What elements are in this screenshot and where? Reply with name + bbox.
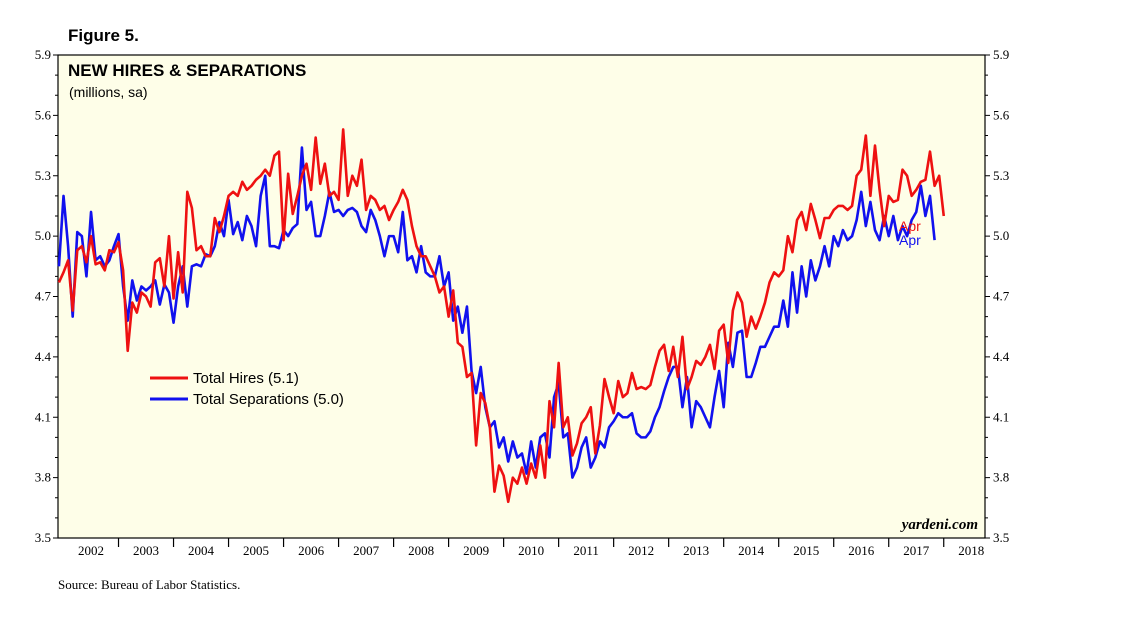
x-tick-label: 2006 [298, 543, 325, 558]
legend-label-separations: Total Separations (5.0) [193, 391, 344, 408]
y-tick-label-right: 5.9 [993, 47, 1009, 62]
watermark: yardeni.com [900, 517, 978, 533]
legend-label-hires: Total Hires (5.1) [193, 370, 299, 387]
x-tick-label: 2015 [793, 543, 819, 558]
y-tick-label-right: 4.4 [993, 349, 1010, 364]
y-tick-label-right: 3.5 [993, 530, 1009, 545]
x-tick-label: 2003 [133, 543, 159, 558]
y-axis-left: 3.5 3.8 4.1 4.4 4.7 5.0 5.3 5.6 5.9 [35, 47, 58, 545]
y-tick-label-left: 5.0 [35, 228, 51, 243]
x-axis: 2002 2003 2004 2005 2006 2007 2008 2009 2010 2011… [78, 538, 984, 558]
x-tick-label: 2007 [353, 543, 380, 558]
y-tick-label-left: 3.8 [35, 470, 51, 485]
plot-area [57, 54, 986, 539]
x-tick-label: 2008 [408, 543, 434, 558]
y-tick-label-left: 3.5 [35, 530, 51, 545]
series-layer [57, 128, 946, 504]
y-tick-label-left: 5.9 [35, 47, 51, 62]
chart-title: NEW HIRES & SEPARATIONS [68, 61, 306, 80]
y-tick-label-right: 5.3 [993, 168, 1009, 183]
x-tick-label: 2010 [518, 543, 544, 558]
figure-label: Figure 5. [68, 26, 139, 45]
y-tick-label-right: 4.1 [993, 409, 1009, 424]
series-line-hires [57, 128, 946, 504]
x-tick-label: 2017 [903, 543, 930, 558]
x-tick-label: 2016 [848, 543, 875, 558]
x-tick-label: 2013 [683, 543, 709, 558]
legend: Total Hires (5.1) Total Separations (5.0… [150, 370, 344, 408]
end-label-separations: Apr [899, 232, 921, 248]
y-tick-label-left: 4.7 [35, 289, 52, 304]
x-tick-label: 2002 [78, 543, 104, 558]
y-tick-label-right: 4.7 [993, 289, 1010, 304]
x-tick-label: 2004 [188, 543, 215, 558]
source-note: Source: Bureau of Labor Statistics. [58, 577, 241, 592]
x-tick-label: 2009 [463, 543, 489, 558]
y-tick-label-right: 5.6 [993, 107, 1010, 122]
y-tick-label-left: 5.6 [35, 107, 52, 122]
x-tick-label: 2018 [958, 543, 984, 558]
x-tick-label: 2005 [243, 543, 269, 558]
y-tick-label-left: 4.1 [35, 409, 51, 424]
y-axis-right: 3.5 3.8 4.1 4.4 4.7 5.0 5.3 5.6 5.9 [985, 47, 1010, 545]
y-tick-label-left: 4.4 [35, 349, 52, 364]
y-tick-label-right: 3.8 [993, 470, 1009, 485]
x-tick-label: 2012 [628, 543, 654, 558]
x-tick-label: 2011 [573, 543, 599, 558]
chart-subtitle: (millions, sa) [69, 84, 148, 100]
end-label-hires: Apr [899, 218, 921, 234]
y-tick-label-right: 5.0 [993, 228, 1009, 243]
y-tick-label-left: 5.3 [35, 168, 51, 183]
x-tick-label: 2014 [738, 543, 765, 558]
